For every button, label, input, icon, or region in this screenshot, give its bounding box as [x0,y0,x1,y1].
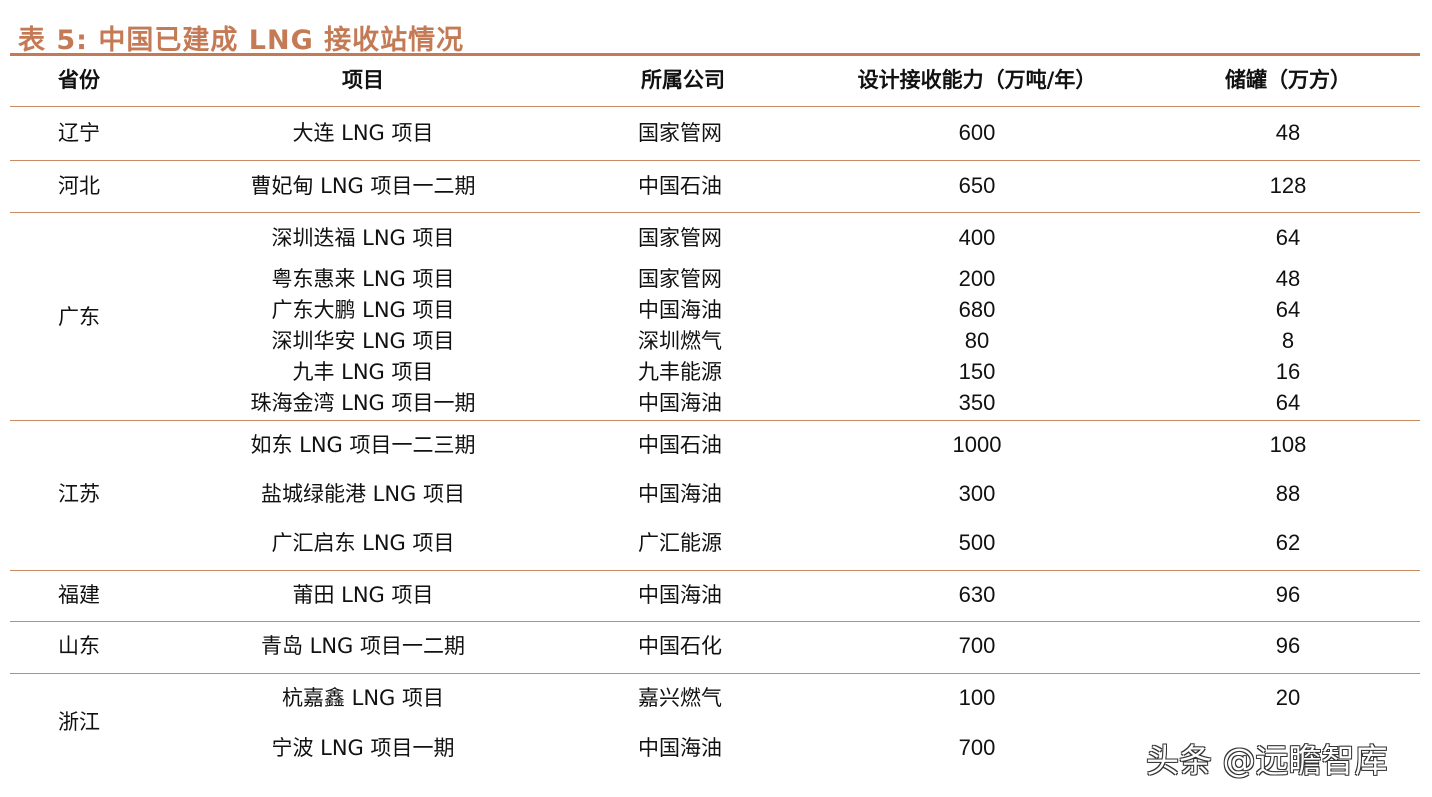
group-separator [10,212,1420,213]
table-title: 表 5: 中国已建成 LNG 接收站情况 [18,25,465,56]
company-cell: 中国石化 [638,634,722,658]
capacity-cell: 1000 [952,432,1002,457]
capacity-cell: 630 [958,582,996,607]
province-cell: 辽宁 [58,121,100,145]
capacity-cell: 100 [958,685,996,710]
storage-cell: 16 [1275,359,1301,384]
project-cell: 广东大鹏 LNG 项目 [271,298,455,322]
storage-cell: 64 [1275,225,1301,250]
capacity-cell: 350 [958,390,996,415]
capacity-cell: 500 [958,530,996,555]
project-cell: 深圳迭福 LNG 项目 [271,226,455,250]
storage-cell: 128 [1269,173,1307,198]
storage-cell: 64 [1275,390,1301,415]
province-cell: 江苏 [58,482,100,506]
province-cell: 河北 [58,174,100,198]
company-cell: 中国海油 [638,736,722,760]
province-cell: 浙江 [58,710,100,734]
project-cell: 青岛 LNG 项目一二期 [260,634,466,658]
header-storage: 储罐（万方） [1225,68,1351,92]
header-bottom-rule [10,106,1420,107]
storage-cell: 64 [1275,297,1301,322]
header-project: 项目 [342,68,384,92]
capacity-cell: 400 [958,225,996,250]
company-cell: 中国海油 [638,482,722,506]
storage-cell: 88 [1275,481,1301,506]
capacity-cell: 650 [958,173,996,198]
capacity-cell: 80 [964,328,990,353]
project-cell: 宁波 LNG 项目一期 [271,736,455,760]
watermark: 头条 @远瞻智库 [1146,741,1388,780]
company-cell: 国家管网 [638,121,722,145]
project-cell: 杭嘉鑫 LNG 项目 [281,686,445,710]
project-cell: 如东 LNG 项目一二三期 [250,433,476,457]
storage-cell: 8 [1281,328,1295,353]
company-cell: 国家管网 [638,226,722,250]
province-cell: 山东 [58,634,100,658]
project-cell: 九丰 LNG 项目 [292,360,434,384]
capacity-cell: 150 [958,359,996,384]
project-cell: 珠海金湾 LNG 项目一期 [250,391,476,415]
storage-cell: 96 [1275,582,1301,607]
company-cell: 深圳燃气 [638,329,722,353]
header-capacity: 设计接收能力（万吨/年） [857,68,1097,92]
capacity-cell: 680 [958,297,996,322]
group-separator [10,621,1420,622]
storage-cell: 48 [1275,120,1301,145]
company-cell: 广汇能源 [638,531,722,555]
capacity-cell: 200 [958,266,996,291]
project-cell: 深圳华安 LNG 项目 [271,329,455,353]
project-cell: 粤东惠来 LNG 项目 [271,267,455,291]
group-separator [10,420,1420,421]
project-cell: 大连 LNG 项目 [292,121,434,145]
storage-cell: 48 [1275,266,1301,291]
header-company: 所属公司 [641,68,725,92]
capacity-cell: 700 [958,735,996,760]
company-cell: 国家管网 [638,267,722,291]
header-top-rule [10,53,1420,56]
storage-cell: 108 [1269,432,1307,457]
company-cell: 中国海油 [638,583,722,607]
province-cell: 福建 [58,583,100,607]
project-cell: 广汇启东 LNG 项目 [271,531,455,555]
storage-cell: 96 [1275,633,1301,658]
capacity-cell: 600 [958,120,996,145]
group-separator [10,570,1420,571]
capacity-cell: 300 [958,481,996,506]
project-cell: 莆田 LNG 项目 [292,583,434,607]
group-separator [10,673,1420,674]
storage-cell: 20 [1275,685,1301,710]
company-cell: 中国海油 [638,298,722,322]
group-separator [10,160,1420,161]
header-province: 省份 [58,68,100,92]
company-cell: 九丰能源 [638,360,722,384]
company-cell: 中国石油 [638,433,722,457]
company-cell: 嘉兴燃气 [638,686,722,710]
storage-cell: 62 [1275,530,1301,555]
province-cell: 广东 [58,305,100,329]
capacity-cell: 700 [958,633,996,658]
project-cell: 曹妃甸 LNG 项目一二期 [250,174,476,198]
company-cell: 中国石油 [638,174,722,198]
company-cell: 中国海油 [638,391,722,415]
project-cell: 盐城绿能港 LNG 项目 [260,482,466,506]
